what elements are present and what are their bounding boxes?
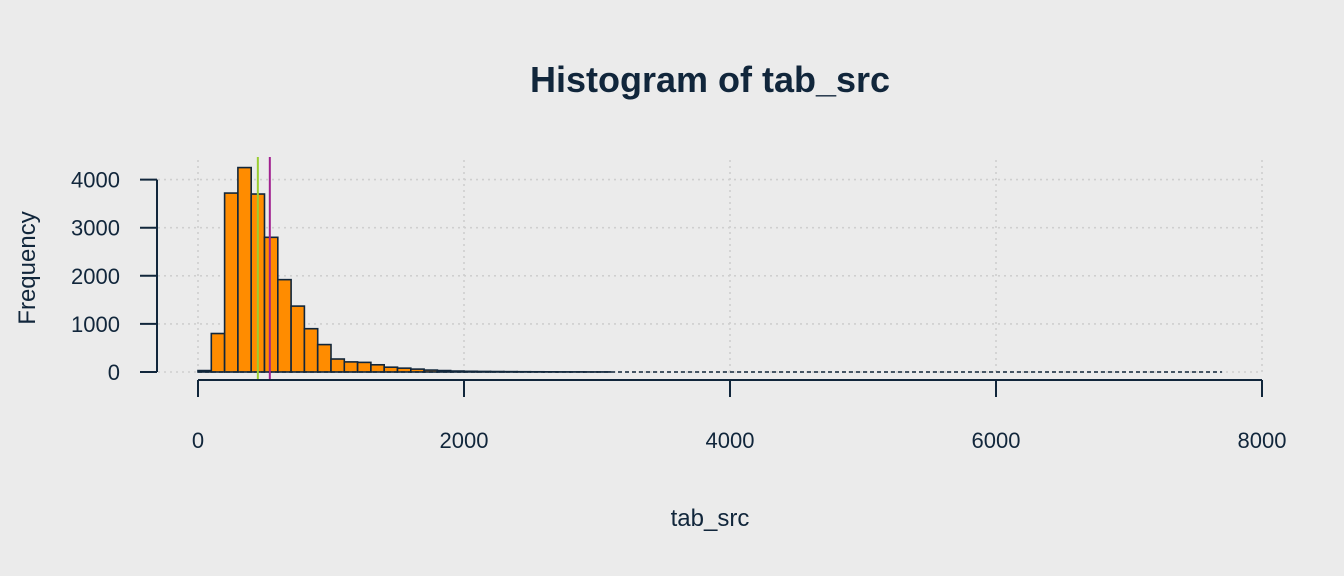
histogram-bar (303, 327, 319, 373)
histogram-bar (263, 236, 279, 373)
histogram-bar (356, 361, 372, 373)
histogram-bar (210, 332, 226, 373)
histogram-bar (223, 192, 239, 373)
y-tick-label: 0 (108, 360, 120, 385)
histogram-bar (370, 363, 385, 373)
x-tick-label: 0 (192, 428, 204, 453)
y-axis-label: Frequency (14, 211, 41, 324)
histogram-bar (276, 278, 292, 373)
reference-lines (198, 157, 1223, 379)
histogram-bar (343, 361, 359, 373)
histogram-bar (290, 305, 306, 373)
x-tick-label: 2000 (440, 428, 489, 453)
histogram-bar (316, 343, 332, 373)
y-tick-label: 4000 (71, 168, 120, 193)
y-tick-label: 3000 (71, 216, 120, 241)
grid (158, 160, 1263, 373)
histogram-bar (330, 358, 346, 373)
x-tick-label: 6000 (972, 428, 1021, 453)
x-axis-label: tab_src (671, 505, 750, 532)
x-tick-label: 8000 (1238, 428, 1287, 453)
histogram-bars (197, 166, 612, 373)
x-tick-label: 4000 (706, 428, 755, 453)
y-tick-label: 1000 (71, 312, 120, 337)
axis-ticks: 0 2000 4000 6000 8000 0 1000 2000 3000 4000 (71, 168, 1286, 453)
histogram-bar (237, 166, 252, 373)
y-tick-label: 2000 (71, 264, 120, 289)
chart-title: Histogram of tab_src (530, 59, 890, 100)
